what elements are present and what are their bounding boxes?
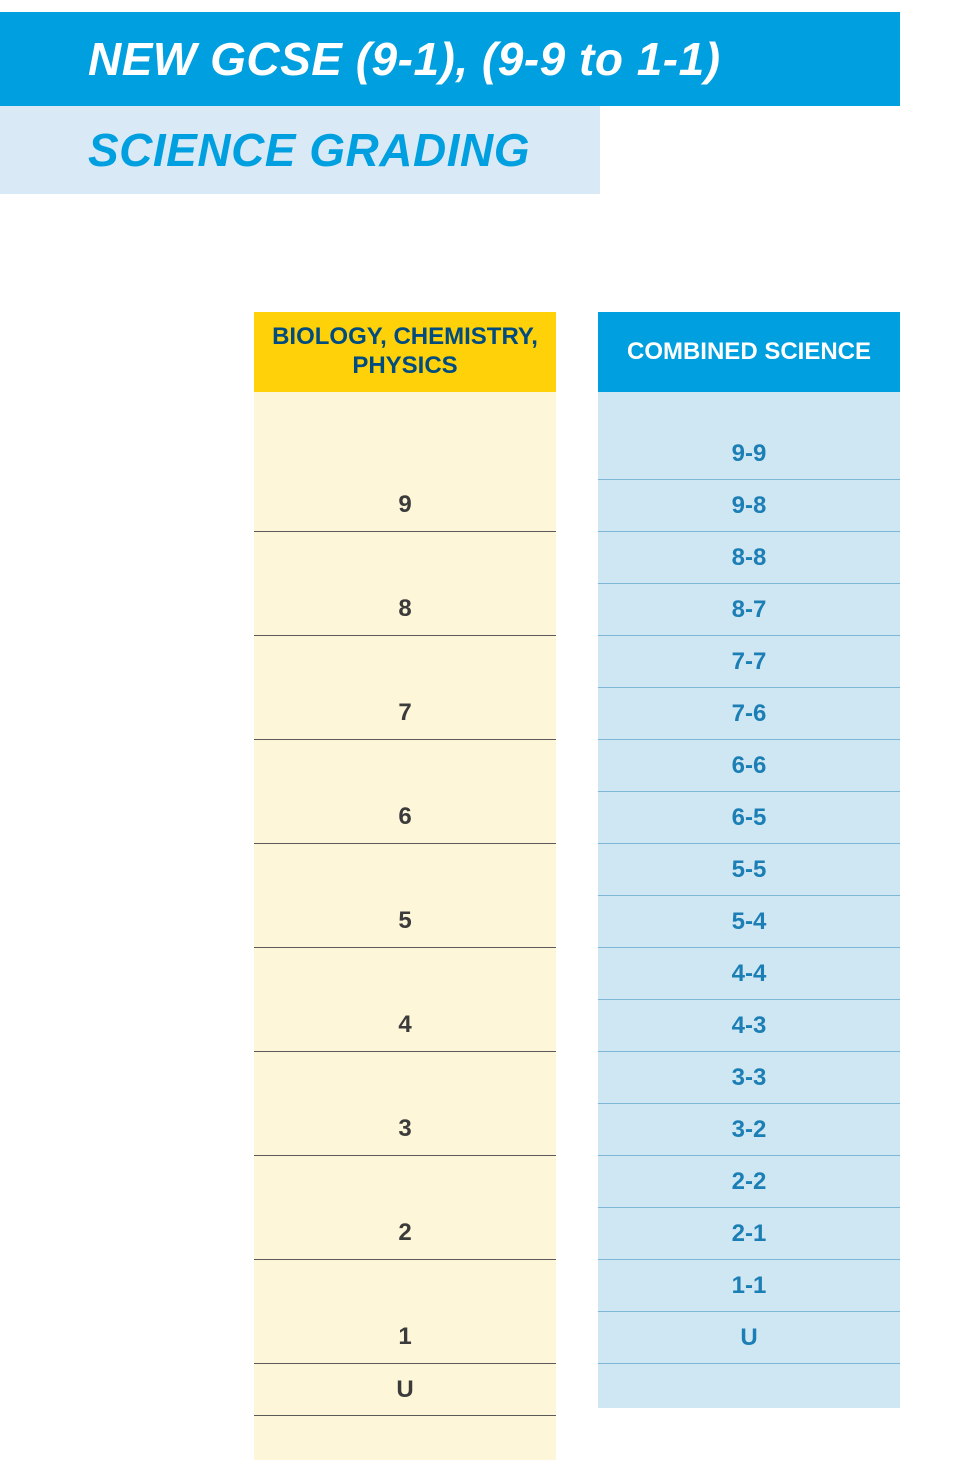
grade-cell: 2-2 [598, 1156, 900, 1208]
combined-science-header: COMBINED SCIENCE [598, 312, 900, 392]
grade-label: 5 [398, 907, 411, 935]
grade-cell: 8-7 [598, 584, 900, 636]
grade-label: 1-1 [732, 1272, 767, 1300]
grade-cell: 7-7 [598, 636, 900, 688]
title-banner-1: NEW GCSE (9-1), (9-9 to 1-1) [0, 12, 900, 106]
combined-science-header-text: COMBINED SCIENCE [627, 338, 871, 367]
grade-label: 6 [398, 803, 411, 831]
grade-label: 1 [398, 1323, 411, 1351]
spacer [254, 392, 556, 428]
grade-label: 2-2 [732, 1168, 767, 1196]
grade-cell: 7 [254, 636, 556, 740]
grade-cell: U [254, 1364, 556, 1416]
grade-cell: 5-4 [598, 896, 900, 948]
grade-cell: 4 [254, 948, 556, 1052]
grade-label: 6-6 [732, 752, 767, 780]
grade-label: 3-2 [732, 1116, 767, 1144]
grade-label: 9-9 [732, 440, 767, 468]
grade-cell: 6-5 [598, 792, 900, 844]
grade-cell: 9-9 [598, 428, 900, 480]
grade-cell: 5-5 [598, 844, 900, 896]
grade-cell: 4-4 [598, 948, 900, 1000]
grade-cell: 9-8 [598, 480, 900, 532]
grade-cell: 2-1 [598, 1208, 900, 1260]
single-science-header-text: BIOLOGY, CHEMISTRY, PHYSICS [268, 323, 542, 381]
grade-label: 3 [398, 1115, 411, 1143]
grade-label: 2-1 [732, 1220, 767, 1248]
title-1-text: NEW GCSE (9-1), (9-9 to 1-1) [88, 32, 721, 86]
grade-cell: 3-3 [598, 1052, 900, 1104]
title-2-text: SCIENCE GRADING [88, 123, 530, 177]
grade-label: 8-7 [732, 596, 767, 624]
grade-cell: 8 [254, 532, 556, 636]
grade-label: 4-4 [732, 960, 767, 988]
grading-tables: BIOLOGY, CHEMISTRY, PHYSICS 9 8 7 6 5 4 … [254, 312, 900, 1460]
combined-science-body: 9-9 9-8 8-8 8-7 7-7 7-6 6-6 6-5 5-5 5-4 … [598, 392, 900, 1408]
grade-cell: 6-6 [598, 740, 900, 792]
single-science-column: BIOLOGY, CHEMISTRY, PHYSICS 9 8 7 6 5 4 … [254, 312, 556, 1460]
grade-cell: 9 [254, 428, 556, 532]
title-banner-2: SCIENCE GRADING [0, 106, 600, 194]
grade-cell: 6 [254, 740, 556, 844]
grade-label: 4-3 [732, 1012, 767, 1040]
grade-cell: 1 [254, 1260, 556, 1364]
grade-label: 7-7 [732, 648, 767, 676]
grade-label: 5-5 [732, 856, 767, 884]
grade-label: 8 [398, 595, 411, 623]
spacer [598, 392, 900, 428]
grade-cell: 3-2 [598, 1104, 900, 1156]
grade-cell: 5 [254, 844, 556, 948]
grade-cell: 8-8 [598, 532, 900, 584]
single-science-header: BIOLOGY, CHEMISTRY, PHYSICS [254, 312, 556, 392]
grade-cell: 7-6 [598, 688, 900, 740]
grade-label: 3-3 [732, 1064, 767, 1092]
grade-cell: 2 [254, 1156, 556, 1260]
spacer [598, 1364, 900, 1408]
grade-label: 6-5 [732, 804, 767, 832]
grade-label: U [740, 1324, 757, 1352]
grade-cell: 3 [254, 1052, 556, 1156]
grade-cell: 1-1 [598, 1260, 900, 1312]
grade-cell: 4-3 [598, 1000, 900, 1052]
grade-label: 4 [398, 1011, 411, 1039]
grade-label: 7 [398, 699, 411, 727]
grade-label: 2 [398, 1219, 411, 1247]
grade-cell: U [598, 1312, 900, 1364]
grade-label: 8-8 [732, 544, 767, 572]
combined-science-column: COMBINED SCIENCE 9-9 9-8 8-8 8-7 7-7 7-6… [598, 312, 900, 1460]
grade-label: 9 [398, 491, 411, 519]
grade-label: U [396, 1376, 413, 1404]
grade-label: 5-4 [732, 908, 767, 936]
spacer [254, 1416, 556, 1460]
grade-label: 9-8 [732, 492, 767, 520]
grade-label: 7-6 [732, 700, 767, 728]
single-science-body: 9 8 7 6 5 4 3 2 1 U [254, 392, 556, 1460]
